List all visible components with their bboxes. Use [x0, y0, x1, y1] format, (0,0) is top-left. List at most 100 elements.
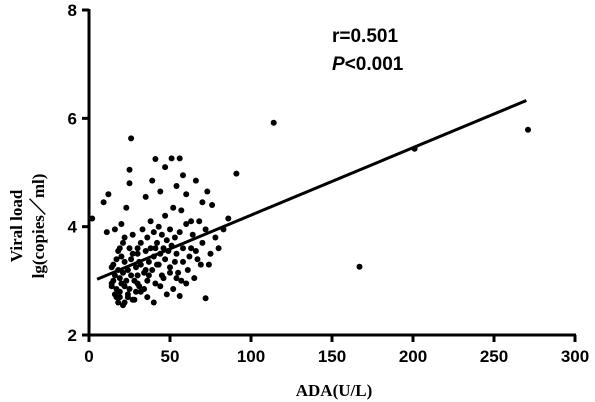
data-point: [167, 226, 173, 233]
data-point: [123, 204, 130, 211]
data-point: [152, 245, 159, 252]
data-point: [183, 221, 190, 227]
data-point: [178, 277, 185, 284]
data-point: [170, 286, 177, 292]
data-point: [196, 218, 203, 225]
p-symbol: P: [332, 54, 345, 75]
data-point: [108, 283, 115, 290]
data-point: [121, 258, 128, 265]
x-tick-label: 150: [318, 347, 346, 366]
data-point: [121, 283, 128, 290]
r-annotation: r=0.501: [332, 26, 398, 47]
data-point: [129, 231, 136, 238]
data-point: [176, 293, 183, 299]
data-point: [270, 119, 277, 126]
data-point: [356, 263, 363, 270]
data-point: [162, 256, 169, 263]
y-tick-label: 8: [68, 1, 77, 20]
data-point: [233, 170, 240, 177]
data-point: [194, 256, 201, 263]
data-point: [225, 215, 232, 222]
data-point: [116, 275, 123, 282]
data-point: [149, 177, 156, 184]
data-point: [163, 237, 170, 244]
data-point: [183, 191, 190, 198]
data-point: [113, 256, 120, 263]
data-point: [192, 177, 199, 184]
data-point: [115, 299, 122, 306]
data-point: [133, 264, 139, 271]
data-point: [167, 264, 173, 271]
data-point: [131, 296, 138, 303]
data-point: [120, 239, 126, 246]
data-point: [118, 253, 125, 260]
regression-line: [96, 99, 527, 281]
data-point: [212, 234, 219, 241]
data-point: [525, 126, 531, 133]
data-point: [157, 188, 164, 195]
data-point: [183, 280, 190, 287]
x-tick-label: 250: [480, 347, 508, 366]
data-point: [134, 245, 141, 252]
data-point: [155, 223, 162, 230]
data-point: [184, 267, 191, 273]
data-point: [209, 202, 216, 208]
data-point: [142, 248, 149, 254]
x-tick-label: 100: [237, 347, 265, 366]
y-tick-label: 6: [68, 109, 77, 128]
data-point: [173, 250, 180, 257]
data-point: [147, 245, 154, 252]
data-point: [191, 275, 198, 282]
data-point: [205, 261, 212, 268]
y-ticks: 2 4 6 8: [68, 1, 89, 345]
x-tick-label: 200: [399, 347, 427, 366]
y-tick-label: 2: [68, 326, 77, 345]
y-axis-title-line2: lg(copies／ml): [28, 174, 48, 279]
x-tick-label: 50: [161, 347, 180, 366]
data-point: [144, 294, 151, 301]
data-point: [173, 275, 180, 282]
data-point: [207, 250, 214, 257]
data-point: [170, 204, 177, 211]
data-point: [168, 155, 175, 162]
data-point: [152, 280, 159, 287]
data-point: [147, 218, 154, 225]
data-point: [152, 156, 159, 162]
data-point: [124, 294, 131, 301]
data-point: [116, 288, 123, 295]
data-point: [192, 248, 199, 254]
data-point: [137, 239, 144, 246]
data-point: [189, 231, 196, 238]
data-point: [180, 245, 186, 252]
data-point: [142, 193, 149, 200]
data-point: [173, 183, 180, 189]
data-point: [105, 191, 112, 198]
data-point: [188, 245, 195, 252]
data-point: [180, 172, 186, 179]
data-point: [204, 188, 211, 195]
data-point: [145, 272, 152, 279]
data-point: [137, 288, 144, 295]
data-point: [162, 164, 169, 171]
data-point: [144, 234, 151, 241]
data-point: [163, 291, 170, 298]
data-point: [100, 199, 107, 206]
data-point: [180, 258, 186, 265]
data-point: [199, 239, 206, 246]
data-point: [142, 267, 149, 273]
data-point: [126, 286, 133, 292]
data-point: [134, 280, 141, 287]
data-point: [113, 294, 120, 301]
data-point: [103, 229, 110, 236]
data-point: [171, 234, 178, 241]
data-point: [178, 207, 185, 214]
data-point: [162, 212, 169, 219]
data-point: [197, 261, 204, 268]
data-point: [158, 231, 165, 238]
data-point: [89, 215, 96, 222]
data-point: [171, 258, 178, 265]
data-point: [154, 239, 160, 246]
data-point: [129, 250, 136, 257]
data-point: [160, 275, 167, 282]
